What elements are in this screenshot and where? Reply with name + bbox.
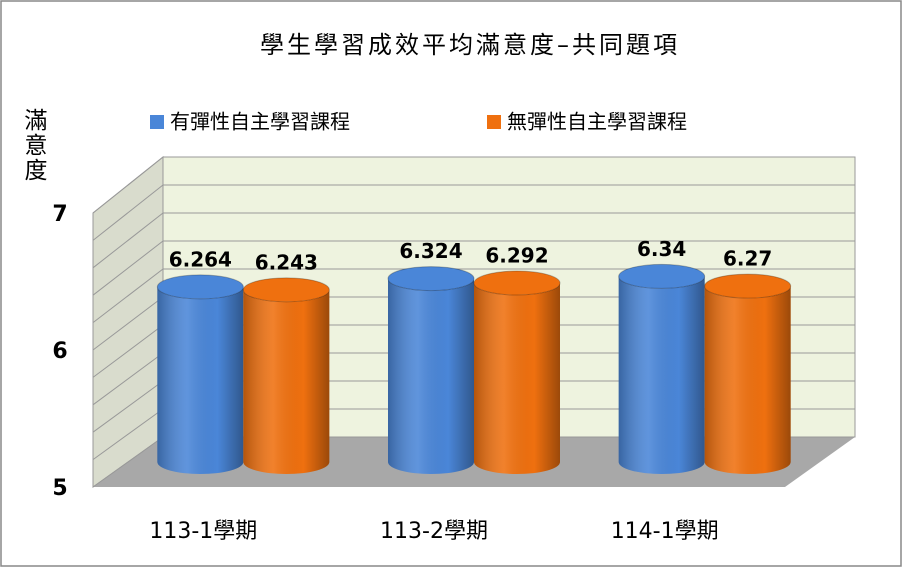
- y-tick-label: 5: [52, 476, 67, 501]
- data-label: 6.264: [169, 247, 232, 271]
- grid-line: [92, 268, 855, 323]
- bar-shading: [243, 289, 330, 474]
- bar-shading: [704, 286, 791, 474]
- grid-line: [92, 212, 855, 269]
- bar-cap: [618, 263, 706, 289]
- x-tick-label: 113-1學期: [149, 519, 257, 544]
- bar-cap: [387, 266, 475, 292]
- bar-cap: [242, 277, 330, 303]
- data-label: 6.324: [399, 239, 462, 263]
- bar-shading: [474, 283, 560, 474]
- grid-line: [92, 240, 855, 296]
- data-label: 6.27: [723, 247, 772, 271]
- x-tick-label: 114-1學期: [611, 519, 719, 544]
- bar-shading: [157, 286, 244, 474]
- legend-label: 無彈性自主學習課程: [507, 110, 687, 134]
- bar-cap: [704, 273, 792, 299]
- bar-shading: [618, 276, 705, 474]
- legend-swatch: [150, 115, 164, 129]
- data-label: 6.34: [637, 237, 686, 261]
- bar-shading: [388, 278, 474, 474]
- legend-swatch: [487, 115, 501, 129]
- y-tick-label: 7: [52, 202, 67, 227]
- x-tick-label: 113-2學期: [380, 519, 488, 544]
- y-tick-label: 6: [52, 339, 67, 364]
- data-label: 6.243: [255, 250, 318, 274]
- grid-line: [92, 156, 855, 214]
- chart-title: 學生學習成效平均滿意度–共同題項: [260, 31, 680, 59]
- bar-cap: [156, 274, 244, 300]
- y-axis-label: 滿意度: [20, 108, 46, 183]
- side-wall: [92, 155, 164, 488]
- data-label: 6.292: [485, 244, 548, 268]
- legend-label: 有彈性自主學習課程: [170, 110, 350, 134]
- grid-line: [92, 184, 855, 241]
- bar-cap: [473, 270, 561, 296]
